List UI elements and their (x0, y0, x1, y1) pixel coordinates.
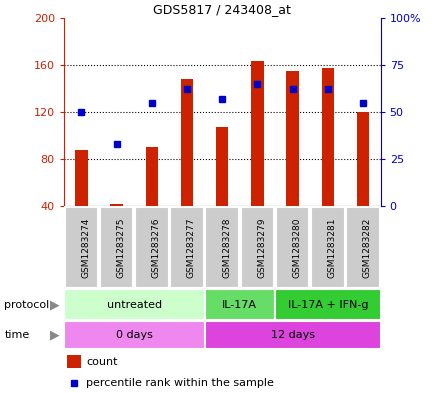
Text: ▶: ▶ (50, 329, 59, 342)
Bar (205, 290, 275, 320)
Text: GSM1283279: GSM1283279 (257, 217, 266, 278)
Text: 12 days: 12 days (271, 330, 315, 340)
Text: GSM1283275: GSM1283275 (117, 217, 125, 278)
Bar (110, 204, 123, 206)
Bar (65, 207, 98, 288)
Bar (181, 79, 193, 206)
Text: GSM1283282: GSM1283282 (363, 217, 372, 278)
Text: GSM1283277: GSM1283277 (187, 217, 196, 278)
Text: GSM1283281: GSM1283281 (328, 217, 337, 278)
Bar (241, 207, 274, 288)
Text: IL-17A: IL-17A (222, 299, 257, 310)
Bar (205, 207, 239, 288)
Bar (276, 207, 309, 288)
Bar (311, 207, 345, 288)
Text: time: time (4, 330, 29, 340)
Bar (146, 147, 158, 206)
Text: IL-17A + IFN-g: IL-17A + IFN-g (288, 299, 368, 310)
Bar (135, 207, 169, 288)
Bar (251, 61, 264, 206)
Text: 0 days: 0 days (116, 330, 153, 340)
Bar (346, 207, 380, 288)
Title: GDS5817 / 243408_at: GDS5817 / 243408_at (153, 4, 291, 17)
Bar (170, 207, 204, 288)
Bar (64, 290, 205, 320)
Text: percentile rank within the sample: percentile rank within the sample (86, 378, 274, 389)
Bar (75, 150, 88, 206)
Bar (275, 290, 381, 320)
Bar (322, 68, 334, 206)
Text: GSM1283278: GSM1283278 (222, 217, 231, 278)
Text: untreated: untreated (106, 299, 162, 310)
Text: protocol: protocol (4, 299, 50, 310)
Bar (286, 71, 299, 206)
Text: ▶: ▶ (50, 298, 59, 311)
Text: GSM1283280: GSM1283280 (293, 217, 301, 278)
Bar (64, 321, 205, 349)
Bar (67, 355, 81, 368)
Bar (357, 112, 369, 206)
Text: GSM1283274: GSM1283274 (81, 217, 90, 278)
Text: count: count (86, 357, 117, 367)
Bar (205, 321, 381, 349)
Bar (216, 127, 228, 206)
Bar (100, 207, 133, 288)
Text: GSM1283276: GSM1283276 (152, 217, 161, 278)
